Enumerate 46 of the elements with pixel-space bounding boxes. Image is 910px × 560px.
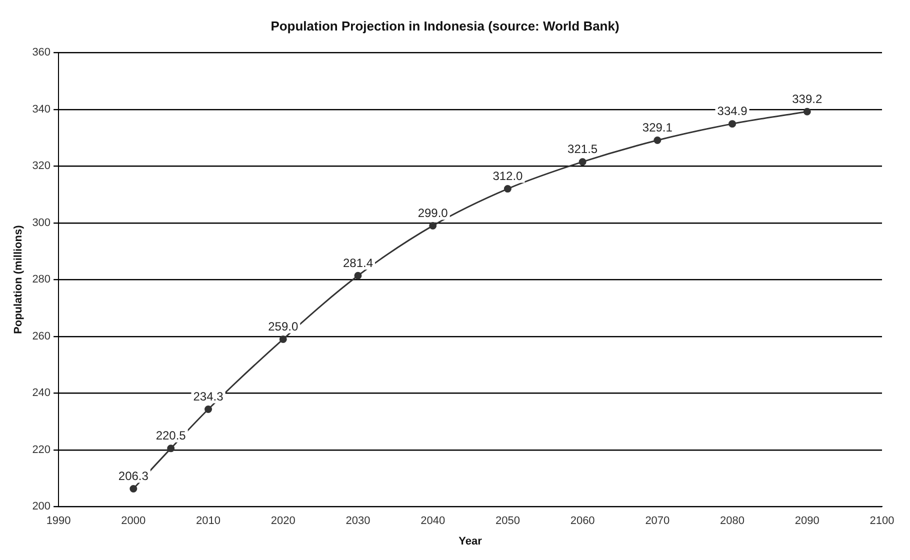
point [504,185,512,193]
data-label: 321.5 [568,142,598,156]
data-label: 312.0 [492,169,524,184]
data-label: 259.0 [268,320,298,334]
point [578,158,586,166]
data-label: 299.0 [418,206,448,220]
data-label: 281.4 [342,256,374,270]
x-tick-label: 2060 [570,515,595,528]
x-tick-label: 2100 [870,515,894,528]
x-axis-title: Year [458,535,483,548]
data-label: 329.1 [642,120,673,135]
point [429,222,437,230]
data-label: 339.2 [792,92,822,106]
x-tick-label: 2010 [196,515,221,528]
point [654,136,662,144]
data-label: 220.5 [156,428,186,443]
x-tick-label: 2000 [121,515,146,528]
data-label: 206.3 [118,469,149,484]
x-tick-label: 2080 [720,515,745,528]
y-tick-label: 320 [32,160,51,172]
y-tick-label: 360 [32,46,51,59]
chart-title: Population Projection in Indonesia (source: World Bank) [270,18,620,34]
point [803,108,811,116]
point [204,406,212,414]
y-tick-label: 200 [32,500,51,513]
point [130,484,138,492]
x-tick-label: 2030 [346,515,370,528]
x-tick-label: 2050 [495,515,520,528]
y-tick-label: 340 [32,103,51,116]
y-tick-label: 300 [32,216,51,229]
y-axis-title: Population (millions) [12,224,25,334]
x-tick-label: 2040 [420,515,446,528]
y-tick-label: 260 [32,330,51,342]
x-tick-label: 2020 [270,515,296,528]
x-tick-label: 2090 [794,515,820,528]
data-label: 234.3 [193,390,224,404]
data-label: 334.9 [717,104,748,118]
x-tick-label: 1990 [46,515,71,528]
point [279,335,287,343]
point [728,120,736,128]
y-tick-label: 280 [32,274,51,286]
y-tick-label: 240 [32,387,51,400]
point [167,444,175,452]
point [354,272,362,280]
x-tick-label: 2070 [645,515,670,528]
y-tick-label: 220 [32,444,51,456]
